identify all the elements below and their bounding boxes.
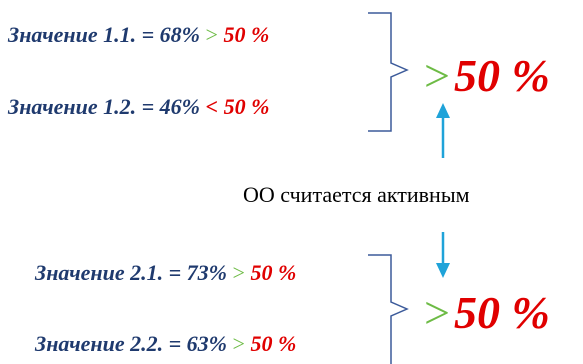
result-value: 50 % xyxy=(453,50,550,101)
greater-sign: > xyxy=(205,22,218,47)
result-1: > 50 % xyxy=(424,53,550,99)
less-sign: < xyxy=(205,94,219,119)
threshold: 50 % xyxy=(223,94,270,119)
arrow-down-icon xyxy=(436,263,450,278)
result-greater-sign: > xyxy=(424,287,450,338)
threshold: 50 % xyxy=(223,22,270,47)
greater-sign: > xyxy=(232,331,245,356)
value-1-1: Значение 1.1. = 68% > 50 % xyxy=(8,24,269,46)
bracket-bottom xyxy=(368,254,409,364)
conclusion-text: ОО считается активным xyxy=(243,182,470,207)
result-value: 50 % xyxy=(453,287,550,338)
value-label: Значение 2.1. = 73% xyxy=(35,260,228,285)
value-label: Значение 2.2. = 63% xyxy=(35,331,228,356)
value-1-2: Значение 1.2. = 46% < 50 % xyxy=(8,96,269,118)
value-2-1: Значение 2.1. = 73% > 50 % xyxy=(35,262,296,284)
greater-sign: > xyxy=(232,260,245,285)
threshold: 50 % xyxy=(250,260,297,285)
threshold: 50 % xyxy=(250,331,297,356)
value-2-2: Значение 2.2. = 63% > 50 % xyxy=(35,333,296,355)
value-label: Значение 1.1. = 68% xyxy=(8,22,201,47)
result-greater-sign: > xyxy=(424,50,450,101)
arrow-up-icon xyxy=(436,103,450,118)
value-label: Значение 1.2. = 46% xyxy=(8,94,201,119)
result-2: > 50 % xyxy=(424,290,550,336)
bracket-top xyxy=(368,12,409,132)
